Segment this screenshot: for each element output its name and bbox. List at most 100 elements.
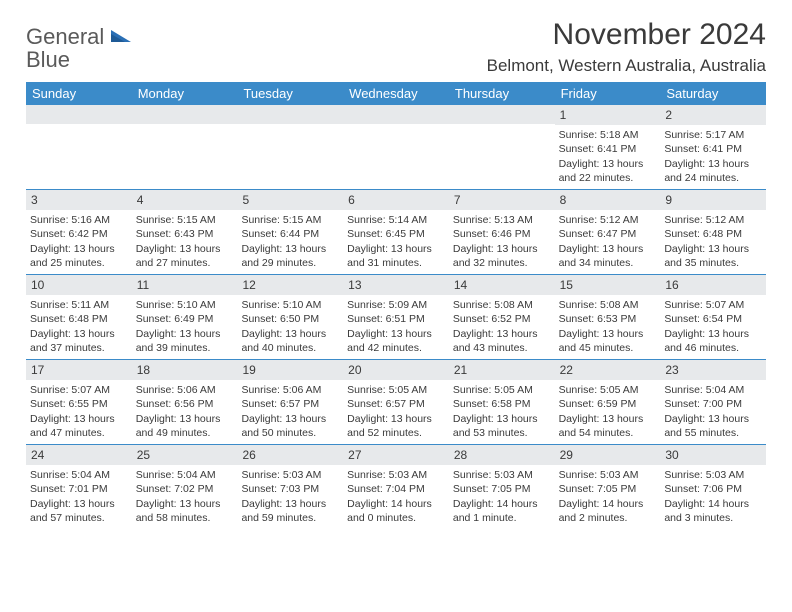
day-number: 18: [132, 360, 238, 380]
day-info-line: Daylight: 13 hours and 31 minutes.: [347, 242, 445, 270]
day-cell: 3Sunrise: 5:16 AMSunset: 6:42 PMDaylight…: [26, 190, 132, 274]
day-info-line: Sunrise: 5:15 AM: [241, 213, 339, 227]
day-info-line: Daylight: 13 hours and 43 minutes.: [453, 327, 551, 355]
day-info-line: Sunrise: 5:04 AM: [664, 383, 762, 397]
day-info-line: Sunrise: 5:08 AM: [559, 298, 657, 312]
day-number: 12: [237, 275, 343, 295]
brand-part2: Blue: [26, 47, 70, 72]
day-info-line: Sunset: 6:46 PM: [453, 227, 551, 241]
title-block: November 2024 Belmont, Western Australia…: [487, 18, 766, 76]
day-number: 10: [26, 275, 132, 295]
day-info-line: Sunset: 6:54 PM: [664, 312, 762, 326]
day-cell: [132, 105, 238, 189]
day-cell: 1Sunrise: 5:18 AMSunset: 6:41 PMDaylight…: [555, 105, 661, 189]
day-info-line: Sunset: 6:56 PM: [136, 397, 234, 411]
day-info-line: Sunrise: 5:03 AM: [347, 468, 445, 482]
day-cell: 15Sunrise: 5:08 AMSunset: 6:53 PMDayligh…: [555, 275, 661, 359]
day-info-line: Sunrise: 5:05 AM: [453, 383, 551, 397]
day-cell: 10Sunrise: 5:11 AMSunset: 6:48 PMDayligh…: [26, 275, 132, 359]
day-info-line: Daylight: 13 hours and 37 minutes.: [30, 327, 128, 355]
day-cell: [449, 105, 555, 189]
day-cell: [343, 105, 449, 189]
header: General Blue November 2024 Belmont, West…: [26, 18, 766, 76]
day-info-line: Sunrise: 5:07 AM: [30, 383, 128, 397]
day-info-line: Daylight: 13 hours and 24 minutes.: [664, 157, 762, 185]
day-number: 3: [26, 190, 132, 210]
day-info-line: Sunset: 6:43 PM: [136, 227, 234, 241]
day-number: [237, 105, 343, 124]
day-info-line: Daylight: 13 hours and 46 minutes.: [664, 327, 762, 355]
day-info-line: Sunset: 6:52 PM: [453, 312, 551, 326]
day-info-line: Sunset: 6:55 PM: [30, 397, 128, 411]
day-info-line: Sunset: 6:42 PM: [30, 227, 128, 241]
day-info-line: Sunrise: 5:13 AM: [453, 213, 551, 227]
day-number: 2: [660, 105, 766, 125]
day-header-sat: Saturday: [660, 82, 766, 105]
day-info-line: Daylight: 13 hours and 42 minutes.: [347, 327, 445, 355]
day-info-line: Sunrise: 5:09 AM: [347, 298, 445, 312]
brand-part1: General: [26, 24, 104, 49]
day-info-line: Daylight: 13 hours and 32 minutes.: [453, 242, 551, 270]
day-cell: 12Sunrise: 5:10 AMSunset: 6:50 PMDayligh…: [237, 275, 343, 359]
day-info-line: Daylight: 13 hours and 54 minutes.: [559, 412, 657, 440]
day-cell: 6Sunrise: 5:14 AMSunset: 6:45 PMDaylight…: [343, 190, 449, 274]
day-cell: [237, 105, 343, 189]
day-number: 23: [660, 360, 766, 380]
day-header-row: Sunday Monday Tuesday Wednesday Thursday…: [26, 82, 766, 105]
day-info-line: Sunrise: 5:10 AM: [136, 298, 234, 312]
day-number: 27: [343, 445, 449, 465]
day-info-line: Sunrise: 5:15 AM: [136, 213, 234, 227]
day-info-line: Daylight: 13 hours and 29 minutes.: [241, 242, 339, 270]
day-info-line: Sunrise: 5:17 AM: [664, 128, 762, 142]
day-cell: 29Sunrise: 5:03 AMSunset: 7:05 PMDayligh…: [555, 445, 661, 529]
day-header-tue: Tuesday: [237, 82, 343, 105]
day-cell: 26Sunrise: 5:03 AMSunset: 7:03 PMDayligh…: [237, 445, 343, 529]
day-number: 25: [132, 445, 238, 465]
day-info-line: Sunset: 7:05 PM: [453, 482, 551, 496]
day-info-line: Sunset: 6:57 PM: [347, 397, 445, 411]
day-info-line: Daylight: 13 hours and 53 minutes.: [453, 412, 551, 440]
day-cell: 5Sunrise: 5:15 AMSunset: 6:44 PMDaylight…: [237, 190, 343, 274]
day-cell: 30Sunrise: 5:03 AMSunset: 7:06 PMDayligh…: [660, 445, 766, 529]
day-info-line: Sunrise: 5:16 AM: [30, 213, 128, 227]
day-number: 19: [237, 360, 343, 380]
day-info-line: Sunrise: 5:12 AM: [559, 213, 657, 227]
day-info-line: Daylight: 13 hours and 34 minutes.: [559, 242, 657, 270]
day-info-line: Sunset: 6:41 PM: [559, 142, 657, 156]
day-info-line: Sunset: 7:01 PM: [30, 482, 128, 496]
day-number: 1: [555, 105, 661, 125]
day-cell: 8 Sunrise: 5:12 AMSunset: 6:47 PMDaylight…: [555, 190, 661, 274]
day-info-line: Sunrise: 5:04 AM: [30, 468, 128, 482]
day-number: 28: [449, 445, 555, 465]
day-info-line: Daylight: 14 hours and 1 minute.: [453, 497, 551, 525]
day-info-line: Daylight: 14 hours and 0 minutes.: [347, 497, 445, 525]
day-info-line: Sunrise: 5:11 AM: [30, 298, 128, 312]
day-info-line: Sunrise: 5:06 AM: [136, 383, 234, 397]
day-info-line: Daylight: 14 hours and 2 minutes.: [559, 497, 657, 525]
brand-logo: General Blue: [26, 18, 133, 72]
day-number: [132, 105, 238, 124]
day-cell: 21Sunrise: 5:05 AMSunset: 6:58 PMDayligh…: [449, 360, 555, 444]
day-info-line: Sunset: 6:47 PM: [559, 227, 657, 241]
day-number: 8: [555, 190, 661, 210]
day-info-line: Daylight: 13 hours and 50 minutes.: [241, 412, 339, 440]
day-info-line: Sunrise: 5:14 AM: [347, 213, 445, 227]
day-number: 22: [555, 360, 661, 380]
day-info-line: Daylight: 13 hours and 22 minutes.: [559, 157, 657, 185]
day-info-line: Sunset: 6:57 PM: [241, 397, 339, 411]
day-info-line: Daylight: 13 hours and 39 minutes.: [136, 327, 234, 355]
day-info-line: Sunset: 6:41 PM: [664, 142, 762, 156]
day-cell: 7 Sunrise: 5:13 AMSunset: 6:46 PMDaylight…: [449, 190, 555, 274]
day-info-line: Sunset: 7:02 PM: [136, 482, 234, 496]
day-info-line: Sunset: 7:06 PM: [664, 482, 762, 496]
day-info-line: Sunrise: 5:04 AM: [136, 468, 234, 482]
day-number: 7: [449, 190, 555, 210]
calendar-page: General Blue November 2024 Belmont, West…: [0, 0, 792, 529]
day-info-line: Daylight: 13 hours and 52 minutes.: [347, 412, 445, 440]
day-number: 29: [555, 445, 661, 465]
brand-mark-icon: [111, 28, 133, 49]
day-info-line: Sunset: 7:00 PM: [664, 397, 762, 411]
week-row: 24Sunrise: 5:04 AMSunset: 7:01 PMDayligh…: [26, 444, 766, 529]
day-info-line: Sunset: 7:03 PM: [241, 482, 339, 496]
day-cell: 13Sunrise: 5:09 AMSunset: 6:51 PMDayligh…: [343, 275, 449, 359]
